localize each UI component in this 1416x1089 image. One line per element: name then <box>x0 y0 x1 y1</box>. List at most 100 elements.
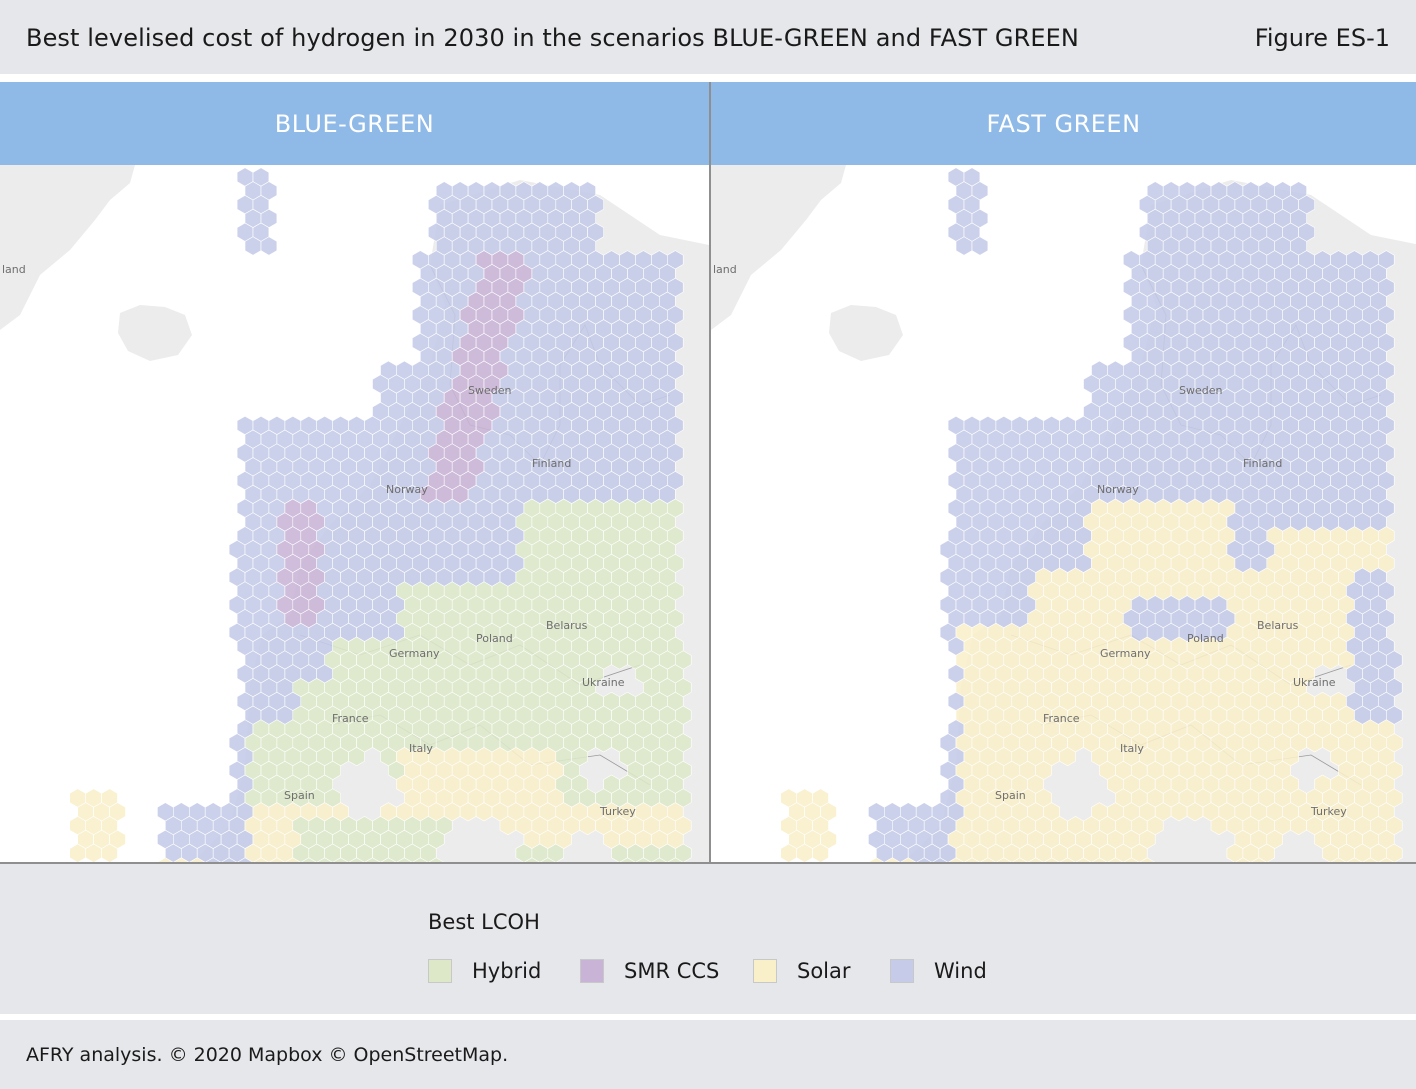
hex-cell <box>1122 857 1140 863</box>
hex-cell <box>1059 747 1076 767</box>
hex-cell <box>427 857 445 863</box>
legend-item-wind: Wind <box>890 958 987 984</box>
hex-cell <box>523 857 541 863</box>
maps-bottom-border <box>0 862 1416 864</box>
hex-cell <box>220 857 238 863</box>
hex-cell <box>204 857 222 863</box>
hex-cell <box>1250 857 1268 863</box>
hex-cell <box>173 857 190 863</box>
map-label-germany: Germany <box>389 647 440 660</box>
panel-title-fast-green: FAST GREEN <box>711 82 1416 165</box>
hex-cell <box>348 857 365 863</box>
legend-label-hybrid: Hybrid <box>472 959 542 983</box>
hex-cell <box>380 857 397 863</box>
source-note: AFRY analysis. © 2020 Mapbox © OpenStree… <box>26 1044 509 1066</box>
hex-cell <box>364 857 381 863</box>
panel-fast-green: FAST GREEN land Sweden Finland Norway Belaru… <box>711 82 1416 863</box>
hex-cell <box>931 857 949 863</box>
legend-item-solar: Solar <box>753 958 851 984</box>
map-label-finland: Finland <box>1243 457 1282 470</box>
hex-cell <box>236 857 254 863</box>
panel-blue-green: BLUE-GREEN land Sweden Finland Norway Belaru… <box>0 82 709 863</box>
map-label-france: France <box>1043 712 1080 725</box>
footer: AFRY analysis. © 2020 Mapbox © OpenStree… <box>0 1020 1416 1089</box>
hex-cell <box>884 857 901 863</box>
hex-cell <box>284 857 302 863</box>
hex-cell <box>812 843 829 863</box>
legend-item-hybrid: Hybrid <box>428 958 541 984</box>
hex-cell <box>1043 857 1060 863</box>
footer-separator <box>0 1014 1416 1020</box>
hex-cell <box>635 857 652 863</box>
legend-label-wind: Wind <box>934 959 987 983</box>
hex-cell <box>1377 857 1395 863</box>
legend-swatch-solar <box>753 959 777 983</box>
header-separator <box>0 74 1416 82</box>
hex-cell <box>1107 857 1124 863</box>
hex-cell <box>1091 857 1108 863</box>
hex-cell <box>396 857 413 863</box>
hex-cell <box>1234 857 1252 863</box>
map-label-sweden: Sweden <box>468 384 511 397</box>
hex-cell <box>619 857 636 863</box>
hex-cell <box>316 857 334 863</box>
hex-cell <box>1362 857 1379 863</box>
hex-cell <box>1075 857 1092 863</box>
map-label-france: France <box>332 712 369 725</box>
map-label-norway: Norway <box>386 483 428 496</box>
legend-label-smr-ccs: SMR CCS <box>624 959 720 983</box>
map-label-belarus: Belarus <box>1257 619 1299 632</box>
map-label-poland: Poland <box>1187 632 1224 645</box>
hex-cell <box>268 857 286 863</box>
hex-cell <box>411 857 429 863</box>
hex-cell <box>1027 857 1045 863</box>
map-label-turkey: Turkey <box>1310 805 1347 818</box>
hex-cell <box>332 857 349 863</box>
map-label-ukraine: Ukraine <box>1293 676 1336 689</box>
hex-cell <box>868 857 885 863</box>
legend-swatch-wind <box>890 959 914 983</box>
hex-map-blue-green: land Sweden Finland Norway Belarus Poland Germ… <box>0 165 709 863</box>
hex-cell <box>189 857 206 863</box>
hex-cell <box>915 857 933 863</box>
hex-cell <box>252 857 270 863</box>
hex-cell <box>1059 857 1076 863</box>
map-label-ukraine: Ukraine <box>582 676 625 689</box>
panel-title-blue-green: BLUE-GREEN <box>0 82 709 165</box>
hex-cell <box>995 857 1013 863</box>
map-label-land: land <box>2 263 26 276</box>
map-label-spain: Spain <box>995 789 1026 802</box>
legend: Best LCOH Hybrid SMR CCS Solar Wind <box>0 864 1416 1014</box>
legend-swatch-hybrid <box>428 959 452 983</box>
map-label-sweden: Sweden <box>1179 384 1222 397</box>
hex-cell <box>157 857 174 863</box>
hex-cell <box>1138 857 1156 863</box>
legend-title: Best LCOH <box>428 910 540 934</box>
hex-cell <box>539 857 557 863</box>
legend-label-solar: Solar <box>797 959 851 983</box>
hex-cell <box>651 857 668 863</box>
hex-map-fast-green: land Sweden Finland Norway Belarus Poland Germ… <box>711 165 1416 863</box>
hex-cell <box>900 857 917 863</box>
hex-cell <box>666 857 684 863</box>
hex-cell <box>971 236 989 256</box>
figure-number: Figure ES-1 <box>1254 24 1390 52</box>
map-label-land: land <box>713 263 737 276</box>
map-label-germany: Germany <box>1100 647 1151 660</box>
map-label-italy: Italy <box>409 742 433 755</box>
legend-swatch-smr-ccs <box>580 959 604 983</box>
hex-cell <box>300 857 318 863</box>
map-label-turkey: Turkey <box>599 805 636 818</box>
panel-divider <box>709 82 711 863</box>
hex-cell <box>947 857 965 863</box>
figure-header: Best levelised cost of hydrogen in 2030 … <box>0 0 1416 74</box>
map-label-finland: Finland <box>532 457 571 470</box>
map-label-belarus: Belarus <box>546 619 588 632</box>
legend-item-smr-ccs: SMR CCS <box>580 958 719 984</box>
hex-cell <box>1330 857 1347 863</box>
hex-cell <box>260 236 278 256</box>
map-label-spain: Spain <box>284 789 315 802</box>
figure-title: Best levelised cost of hydrogen in 2030 … <box>26 24 1079 52</box>
hex-cell <box>348 747 365 767</box>
hex-cell <box>979 857 997 863</box>
